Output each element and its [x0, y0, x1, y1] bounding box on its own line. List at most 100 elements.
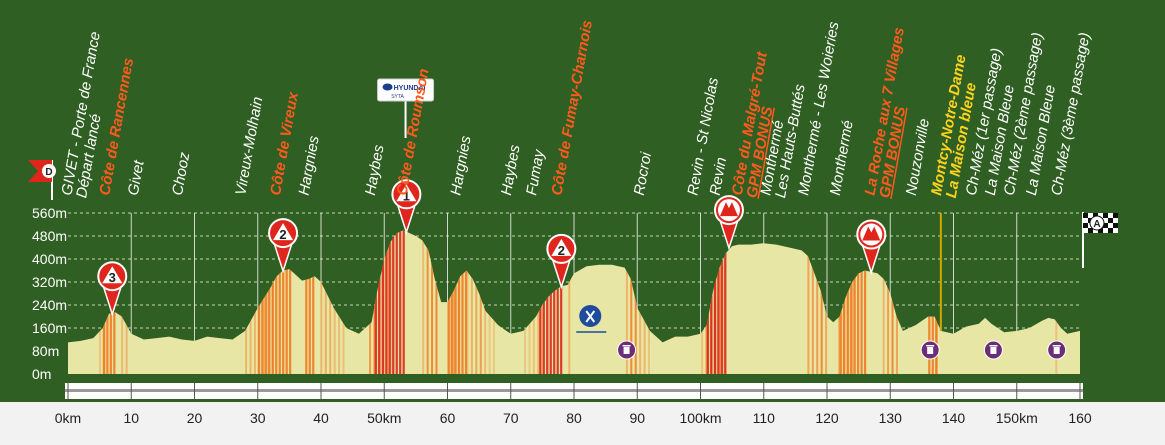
x-tick-label: 80 [566, 410, 582, 426]
steep-stripe [392, 230, 395, 374]
checker-cell [1083, 228, 1088, 233]
steep-stripe [549, 230, 552, 374]
finish-flag-badge [1089, 215, 1105, 231]
steep-stripe [843, 230, 846, 374]
steep-stripe [850, 230, 853, 374]
gradient-stripe [262, 230, 265, 374]
y-tick-label: 0m [32, 366, 51, 382]
checker-cell [1083, 218, 1088, 223]
y-tick-label: 400m [32, 251, 67, 267]
profile-icons [576, 305, 1067, 360]
y-tick-label: 240m [32, 297, 67, 313]
gradient-stripe [630, 230, 633, 374]
location-name: Givet [125, 158, 148, 196]
y-tick-label: 480m [32, 228, 67, 244]
checker-cell [1083, 223, 1088, 228]
finish-flag-label: A [1093, 219, 1100, 230]
x-tick-label: 30 [250, 410, 266, 426]
gradient-stripe [426, 230, 429, 374]
distance-axis: 0km 10 20 30 40 50km 60 70 80 90 100km 110 120 130 140… [0, 383, 1165, 445]
gradient-stripe [320, 230, 323, 374]
steep-stripe [450, 230, 454, 374]
steep-stripe [378, 230, 381, 374]
gradient-stripe [475, 230, 478, 374]
location-name: Revin [707, 156, 730, 197]
checker-cell [1083, 213, 1088, 218]
gradient-stripe [807, 230, 810, 374]
bin-body-icon [927, 347, 934, 354]
gradient-stripe [422, 230, 425, 374]
checker-cell [1098, 228, 1103, 233]
x-tick-label: 90 [629, 410, 645, 426]
sponsor-sub: SYTA [391, 94, 404, 100]
bin-body-icon [990, 347, 997, 354]
steep-stripe [399, 230, 402, 374]
steep-stripe [312, 230, 315, 374]
mountain-icon [551, 238, 572, 256]
checker-cell [1113, 218, 1118, 223]
steep-stripe [710, 230, 713, 374]
start-finish-flags: DA [28, 160, 1118, 268]
checker-cell [1088, 228, 1093, 233]
checker-cell [1093, 213, 1098, 218]
climb-marker: HC [713, 195, 744, 251]
x-tick-label: 100km [679, 410, 721, 426]
checker-cell [1098, 213, 1103, 218]
gradient-stripe [435, 230, 438, 374]
gradient-stripe [816, 230, 819, 374]
x-tick-label: 50km [367, 410, 401, 426]
mountain-icon [719, 202, 738, 217]
hyundai-logo-icon [382, 83, 393, 91]
x-tick-label: 130 [879, 410, 903, 426]
x-tick-label: 120 [815, 410, 839, 426]
steep-stripe [264, 230, 267, 374]
checker-cell [1093, 228, 1098, 233]
bin-body-icon [623, 347, 630, 354]
gradient-stripe [470, 230, 473, 374]
steep-stripe [289, 230, 292, 374]
climb-category: 1 [403, 188, 410, 203]
steep-stripe [454, 230, 457, 374]
steep-stripe [308, 230, 311, 374]
gradient-stripe [324, 230, 327, 374]
bin-lid-icon [1052, 345, 1061, 347]
mountain-icon [273, 223, 294, 241]
gradient-stripe [479, 230, 482, 374]
gradient-stripe [568, 230, 571, 374]
steep-stripe [385, 230, 388, 374]
steep-stripe [388, 230, 391, 374]
steep-stripe [278, 230, 281, 374]
steep-stripe [853, 230, 856, 374]
location-label: Revin [707, 156, 730, 197]
checker-cell [1108, 223, 1113, 228]
x-tick-label: 20 [187, 410, 203, 426]
sponsor-marker: HYUNDAI SYTA [377, 78, 435, 138]
x-tick-label: 0km [55, 410, 81, 426]
y-tick-label: 560m [32, 205, 67, 221]
distance-label-strip [0, 402, 1165, 445]
gradient-stripe [811, 230, 814, 374]
hyundai-sponsor-icon [377, 78, 435, 102]
bin-lid-icon [989, 345, 998, 347]
y-tick-label: 320m [32, 274, 67, 290]
steep-stripe [275, 230, 278, 374]
climb-category: 2 [279, 227, 286, 242]
mountain-icon [102, 266, 123, 284]
steep-stripe [268, 230, 271, 374]
bin-body-icon [1053, 347, 1060, 354]
gradient-stripe [820, 230, 823, 374]
gradient-stripe [851, 230, 854, 374]
gradient-stripe [453, 230, 456, 374]
checker-cell [1113, 228, 1118, 233]
gradient-stripe [887, 230, 890, 374]
steep-stripe [560, 230, 563, 374]
climb-marker: 1 [391, 179, 422, 235]
steep-stripe [717, 230, 720, 374]
x-tick-label: 160 [1068, 410, 1092, 426]
steep-stripe [305, 230, 308, 374]
y-tick-label: 80m [32, 343, 59, 359]
steep-stripe [553, 230, 556, 374]
sponsor-name: HYUNDAI [394, 85, 426, 92]
gradient-stripe [625, 230, 628, 374]
knife-icon [585, 310, 596, 323]
